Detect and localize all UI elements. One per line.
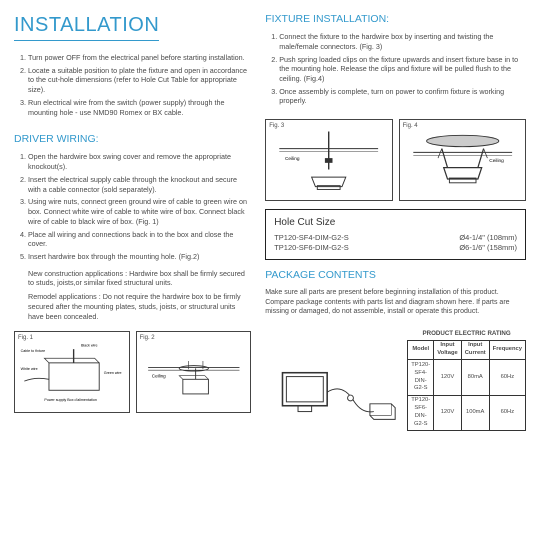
figure-3: Fig. 3 Ceiling xyxy=(265,119,392,201)
driver-step: Insert the electrical supply cable throu… xyxy=(28,175,251,194)
new-construction-note: New construction applications : Hardwire… xyxy=(14,269,251,288)
figure-2: Fig. 2 Ceiling xyxy=(136,331,252,413)
fixture-step: Once assembly is complete, turn on power… xyxy=(279,87,526,106)
table-cell: 80mA xyxy=(461,360,489,395)
hole-cut-row: TP120-SF4-DIM-G2-S Ø4-1/4" (108mm) xyxy=(274,233,517,243)
intro-step: Locate a suitable position to plate the … xyxy=(28,66,251,95)
driver-steps: Open the hardwire box swing cover and re… xyxy=(14,152,251,264)
hole-cut-title: Hole Cut Size xyxy=(274,216,517,230)
intro-step: Run electrical wire from the switch (pow… xyxy=(28,98,251,117)
table-cell: 60Hz xyxy=(489,395,525,430)
right-column: FIXTURE INSTALLATION: Connect the fixtur… xyxy=(265,12,526,528)
fixture-steps: Connect the fixture to the hardwire box … xyxy=(265,32,526,109)
svg-text:Black wire: Black wire xyxy=(81,344,98,348)
package-heading: PACKAGE CONTENTS xyxy=(265,268,526,282)
svg-text:White wire: White wire xyxy=(21,367,38,371)
svg-text:Ceiling: Ceiling xyxy=(489,158,504,164)
table-cell: 120V xyxy=(434,395,462,430)
remodel-label: Remodel applications : xyxy=(28,292,101,301)
table-cell: TP120-SF4-DIN-G2-S xyxy=(408,360,434,395)
intro-step: Turn power OFF from the electrical panel… xyxy=(28,53,251,63)
table-cell: 100mA xyxy=(461,395,489,430)
table-row: TP120-SF6-DIN-G2-S 120V 100mA 60Hz xyxy=(408,395,526,430)
table-cell: 60Hz xyxy=(489,360,525,395)
driver-step: Using wire nuts, connect green ground wi… xyxy=(28,197,251,226)
fig3-label: Fig. 3 xyxy=(269,122,284,130)
table-header: Input Current xyxy=(461,340,489,360)
hole-cut-size: Ø4-1/4" (108mm) xyxy=(459,233,517,243)
svg-text:Power supply Box d'alimentatio: Power supply Box d'alimentation xyxy=(44,398,97,402)
figure-4: Fig. 4 Ceiling xyxy=(399,119,526,201)
table-header-row: Model Input Voltage Input Current Freque… xyxy=(408,340,526,360)
fig4-diagram: Ceiling xyxy=(402,122,523,198)
table-cell: 120V xyxy=(434,360,462,395)
remodel-note: Remodel applications : Do not require th… xyxy=(14,292,251,321)
fixture-step: Push spring loaded clips on the fixture … xyxy=(279,55,526,84)
table-row: TP120-SF4-DIN-G2-S 120V 80mA 60Hz xyxy=(408,360,526,395)
main-title: INSTALLATION xyxy=(14,12,159,41)
package-diagram xyxy=(265,363,401,431)
fig2-label: Fig. 2 xyxy=(140,334,155,342)
figure-1: Fig. 1 Cable to fixture Black wire White… xyxy=(14,331,130,413)
package-text: Make sure all parts are present before b… xyxy=(265,288,526,316)
rating-title: PRODUCT ELECTRIC RATING xyxy=(407,330,526,338)
fixture-heading: FIXTURE INSTALLATION: xyxy=(265,12,526,26)
hole-cut-table: Hole Cut Size TP120-SF4-DIM-G2-S Ø4-1/4"… xyxy=(265,209,526,260)
hole-cut-model: TP120-SF6-DIM-G2-S xyxy=(274,243,349,253)
driver-step: Open the hardwire box swing cover and re… xyxy=(28,152,251,171)
table-cell: TP120-SF6-DIN-G2-S xyxy=(408,395,434,430)
fig2-diagram: Ceiling xyxy=(139,334,249,410)
left-column: INSTALLATION Turn power OFF from the ele… xyxy=(14,12,251,528)
hole-cut-model: TP120-SF4-DIM-G2-S xyxy=(274,233,349,243)
package-diagram-row: PRODUCT ELECTRIC RATING Model Input Volt… xyxy=(265,326,526,430)
driver-step: Place all wiring and connections back in… xyxy=(28,230,251,249)
svg-text:Ceiling: Ceiling xyxy=(151,374,165,379)
hole-cut-row: TP120-SF6-DIM-G2-S Ø6-1/6" (158mm) xyxy=(274,243,517,253)
fig1-diagram: Cable to fixture Black wire White wire G… xyxy=(17,334,127,410)
driver-step: Insert hardwire box through the mounting… xyxy=(28,252,251,262)
rating-table-wrap: PRODUCT ELECTRIC RATING Model Input Volt… xyxy=(407,330,526,430)
svg-text:Green wire: Green wire xyxy=(104,371,122,375)
rating-table: Model Input Voltage Input Current Freque… xyxy=(407,340,526,431)
right-figure-row: Fig. 3 Ceiling Fig. 4 Ceiling xyxy=(265,119,526,201)
table-header: Input Voltage xyxy=(434,340,462,360)
hole-cut-size: Ø6-1/6" (158mm) xyxy=(459,243,517,253)
table-header: Model xyxy=(408,340,434,360)
left-figure-row: Fig. 1 Cable to fixture Black wire White… xyxy=(14,331,251,413)
table-header: Frequency xyxy=(489,340,525,360)
fig4-label: Fig. 4 xyxy=(403,122,418,130)
driver-wiring-heading: DRIVER WIRING: xyxy=(14,132,251,146)
svg-text:Ceiling: Ceiling xyxy=(285,156,300,162)
fig3-diagram: Ceiling xyxy=(268,122,389,198)
fixture-step: Connect the fixture to the hardwire box … xyxy=(279,32,526,51)
intro-steps: Turn power OFF from the electrical panel… xyxy=(14,53,251,120)
new-const-label: New construction applications : xyxy=(28,269,127,278)
fig1-label: Fig. 1 xyxy=(18,334,33,342)
svg-text:Cable to fixture: Cable to fixture xyxy=(21,349,46,353)
